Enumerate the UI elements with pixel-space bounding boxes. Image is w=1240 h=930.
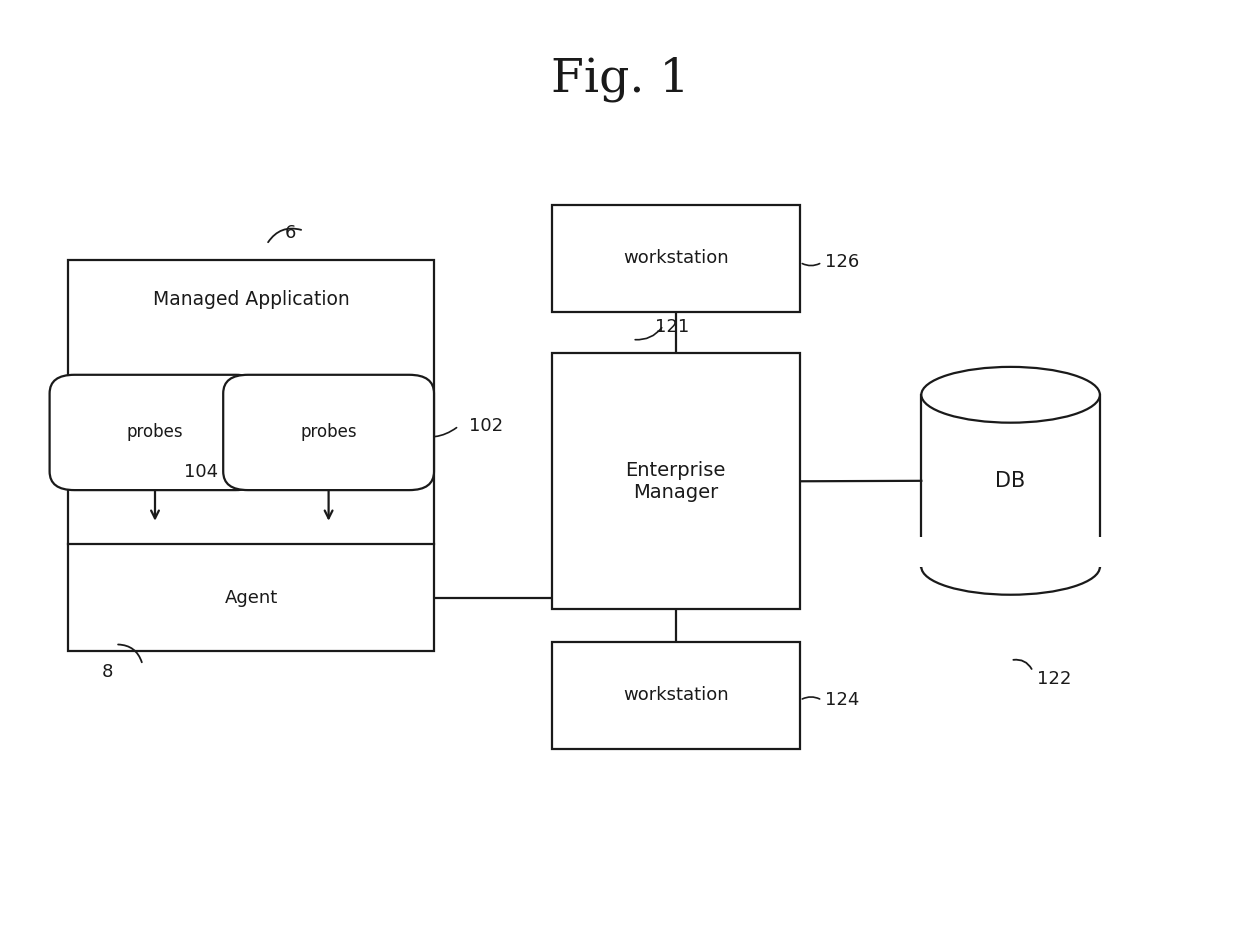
Ellipse shape xyxy=(921,367,1100,422)
Bar xyxy=(552,205,800,312)
Text: 104: 104 xyxy=(184,462,218,481)
Text: workstation: workstation xyxy=(622,249,729,267)
Text: DB: DB xyxy=(996,471,1025,491)
Bar xyxy=(68,260,434,651)
Bar xyxy=(552,353,800,609)
Text: probes: probes xyxy=(300,423,357,442)
Text: 122: 122 xyxy=(1037,670,1071,688)
Text: 126: 126 xyxy=(825,253,859,272)
Bar xyxy=(919,538,1102,567)
Text: 121: 121 xyxy=(655,318,689,337)
Text: Enterprise
Manager: Enterprise Manager xyxy=(626,460,725,502)
Text: Managed Application: Managed Application xyxy=(153,290,350,309)
Text: 6: 6 xyxy=(285,223,296,242)
Text: Agent: Agent xyxy=(224,589,278,606)
Text: probes: probes xyxy=(126,423,184,442)
Ellipse shape xyxy=(921,539,1100,595)
Text: 102: 102 xyxy=(469,417,503,435)
Text: Fig. 1: Fig. 1 xyxy=(551,57,689,101)
Bar xyxy=(552,642,800,749)
Text: workstation: workstation xyxy=(622,686,729,704)
FancyBboxPatch shape xyxy=(50,375,260,490)
Text: 8: 8 xyxy=(102,663,113,682)
FancyBboxPatch shape xyxy=(223,375,434,490)
Text: 124: 124 xyxy=(825,691,859,710)
